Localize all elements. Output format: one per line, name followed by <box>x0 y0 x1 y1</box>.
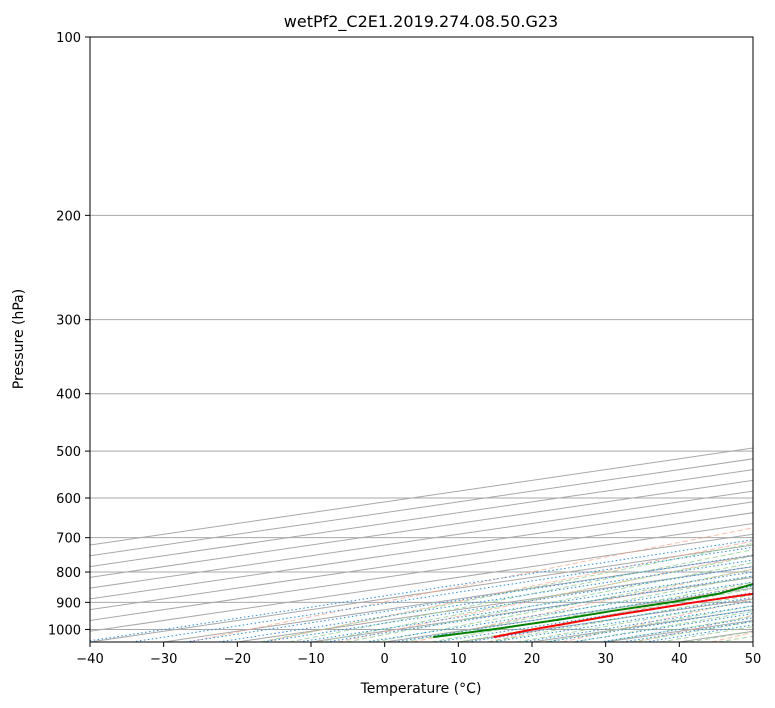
mixing-ratio-line <box>394 585 753 642</box>
y-tick-label: 300 <box>56 314 81 329</box>
moist-adiabat-line <box>317 555 753 642</box>
isotherm-line <box>90 522 753 621</box>
moist-adiabats <box>260 542 753 642</box>
dry-adiabat-line <box>636 614 753 642</box>
plot-frame <box>89 36 754 643</box>
isotherm-line <box>531 609 753 642</box>
series-lines <box>433 582 753 639</box>
x-tick-label: 10 <box>450 652 467 667</box>
mixing-ratio-line <box>645 624 753 642</box>
isotherm-line <box>90 447 753 546</box>
x-tick-label: 0 <box>381 652 389 667</box>
isotherm-gridlines <box>90 447 753 642</box>
x-tick-label: 50 <box>745 652 762 667</box>
isotherm-line <box>90 512 753 611</box>
dewpoint-line <box>433 582 753 639</box>
moist-adiabat-line <box>289 549 753 642</box>
dry-adiabat-line <box>412 568 753 642</box>
x-tick-label: 30 <box>597 652 614 667</box>
mixing-ratio-line <box>436 592 753 642</box>
isotherm-line <box>90 490 753 589</box>
moist-adiabat-line <box>544 605 753 642</box>
x-tick-label: −10 <box>297 652 324 667</box>
mixing-ratio-lines <box>90 539 753 642</box>
moist-adiabat-line <box>374 568 753 642</box>
moist-adiabat-line <box>602 616 753 642</box>
moist-adiabat-line <box>487 594 753 642</box>
moist-adiabat-line <box>516 600 753 642</box>
dry-adiabat-line <box>188 527 753 642</box>
moist-adiabat-line <box>431 581 753 642</box>
x-tick-label: −40 <box>76 652 103 667</box>
moist-adiabat-line <box>660 626 753 642</box>
y-tick-label: 700 <box>56 532 81 547</box>
mixing-ratio-line <box>622 620 753 642</box>
y-axis-ticks: 100 200 300 400 500 600 700 800 900 1000 <box>48 31 90 638</box>
dry-adiabat-line <box>487 583 753 642</box>
isotherm-line <box>90 533 753 632</box>
x-tick-label: −20 <box>224 652 251 667</box>
y-tick-label: 200 <box>56 209 81 224</box>
mixing-ratio-line <box>467 596 753 642</box>
isotherm-line <box>752 641 753 642</box>
y-tick-label: 800 <box>56 566 81 581</box>
moist-adiabat-line <box>459 588 753 642</box>
isotherm-line <box>310 576 753 642</box>
isotherm-line <box>90 501 753 600</box>
isotherm-line <box>90 458 753 557</box>
isobar-gridlines <box>90 37 753 630</box>
moist-adiabat-line <box>689 630 753 642</box>
x-tick-label: 20 <box>524 652 541 667</box>
isotherm-line <box>237 566 753 642</box>
moist-adiabat-line <box>403 575 753 642</box>
isotherm-line <box>90 479 753 578</box>
moist-adiabat-line <box>260 542 753 642</box>
dry-adiabat-line <box>562 598 753 642</box>
y-tick-label: 400 <box>56 388 81 403</box>
y-tick-label: 900 <box>56 596 81 611</box>
y-tick-label: 500 <box>56 445 81 460</box>
y-tick-label: 600 <box>56 492 81 507</box>
isotherm-line <box>90 469 753 568</box>
dry-adiabat-line <box>711 631 753 642</box>
isotherm-line <box>163 555 753 642</box>
isotherm-line <box>384 587 753 642</box>
y-axis-label: Pressure (hPa) <box>11 289 27 389</box>
isotherm-line <box>679 630 753 642</box>
x-axis-ticks: −40 −30 −20 −10 0 10 20 30 40 50 <box>76 642 761 667</box>
mixing-ratio-line <box>90 539 753 642</box>
isotherm-line <box>605 619 753 642</box>
y-tick-label: 1000 <box>48 623 81 638</box>
isotherm-line <box>458 598 753 642</box>
chart-title: wetPf2_C2E1.2019.274.08.50.G23 <box>284 12 558 32</box>
x-tick-label: −30 <box>150 652 177 667</box>
y-tick-label: 100 <box>56 31 81 46</box>
mixing-ratio-line <box>492 600 753 642</box>
dry-adiabats <box>188 527 753 642</box>
x-tick-label: 40 <box>671 652 688 667</box>
mixing-ratio-line <box>185 554 753 642</box>
x-axis-label: Temperature (°C) <box>360 681 482 697</box>
